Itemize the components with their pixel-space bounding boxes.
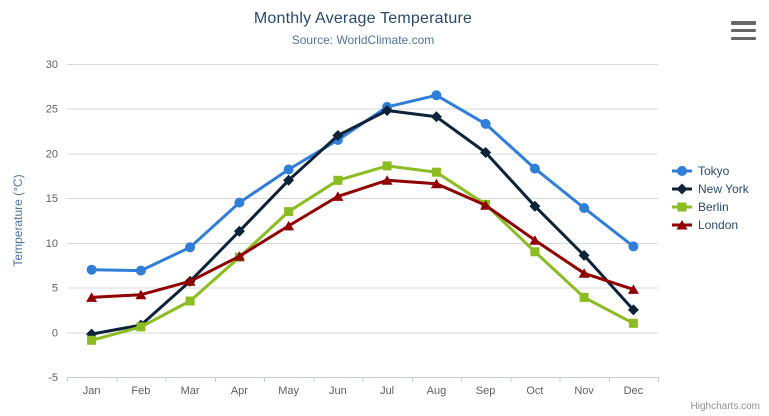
highcharts-credits-link[interactable]: Highcharts.com — [690, 401, 760, 412]
y-axis-label-25: 25 — [46, 104, 58, 116]
y-axis-title: Temperature (°C) — [11, 174, 25, 266]
marker-london-dec[interactable] — [627, 284, 639, 294]
legend-marker-london[interactable] — [676, 220, 688, 230]
chart-title: Monthly Average Temperature — [253, 10, 473, 27]
marker-tokyo-jan[interactable] — [86, 264, 97, 275]
marker-tokyo-apr[interactable] — [234, 197, 245, 208]
marker-new-york-sep[interactable] — [480, 147, 492, 158]
x-axis-label-jul: Jul — [380, 385, 394, 397]
legend-item-tokyo[interactable]: Tokyo — [671, 162, 749, 180]
square-legend-icon — [672, 202, 692, 212]
x-axis-label-may: May — [278, 385, 299, 397]
marker-new-york-nov[interactable] — [578, 249, 590, 261]
marker-tokyo-feb[interactable] — [135, 265, 146, 276]
x-axis-label-oct: Oct — [526, 385, 543, 397]
legend-item-new-york[interactable]: New York — [671, 180, 749, 198]
marker-berlin-oct[interactable] — [530, 247, 540, 257]
legend-label: Tokyo — [698, 164, 730, 178]
marker-tokyo-oct[interactable] — [529, 163, 540, 174]
y-axis-label--5: -5 — [48, 372, 58, 384]
x-axis-label-sep: Sep — [476, 385, 496, 397]
marker-berlin-jan[interactable] — [87, 335, 97, 345]
x-axis-label-dec: Dec — [624, 385, 644, 397]
series-line-london[interactable] — [90, 178, 635, 299]
marker-new-york-oct[interactable] — [529, 200, 541, 212]
marker-tokyo-aug[interactable] — [431, 90, 442, 101]
marker-london-nov[interactable] — [578, 268, 590, 278]
marker-london-aug[interactable] — [430, 178, 442, 189]
marker-london-may[interactable] — [283, 220, 295, 231]
marker-berlin-dec[interactable] — [628, 318, 638, 328]
x-axis-label-apr: Apr — [231, 385, 248, 397]
marker-berlin-feb[interactable] — [136, 322, 146, 332]
marker-london-oct[interactable] — [529, 235, 541, 245]
marker-london-jan[interactable] — [86, 292, 98, 302]
series-line-berlin[interactable] — [90, 164, 635, 342]
marker-new-york-jun[interactable] — [332, 130, 344, 141]
y-axis-label-0: 0 — [52, 327, 58, 339]
marker-berlin-may[interactable] — [284, 207, 294, 217]
legend-marker-new-york[interactable] — [676, 183, 688, 195]
series-line-new-york[interactable] — [90, 109, 635, 336]
chart-subtitle: Source: WorldClimate.com — [291, 33, 435, 47]
marker-berlin-aug[interactable] — [431, 167, 441, 177]
x-axis-label-jun: Jun — [329, 385, 347, 397]
legend-item-london[interactable]: London — [671, 216, 749, 234]
series-london — [86, 175, 639, 302]
marker-london-jun[interactable] — [332, 191, 344, 201]
marker-new-york-apr[interactable] — [233, 225, 245, 237]
marker-london-apr[interactable] — [233, 251, 245, 261]
marker-berlin-nov[interactable] — [579, 292, 589, 302]
series-tokyo — [86, 90, 639, 276]
x-axis-label-feb: Feb — [131, 385, 150, 397]
legend-label: London — [698, 218, 739, 232]
legend: Tokyo New York Berlin London — [671, 162, 749, 234]
diamond-legend-icon — [672, 183, 692, 195]
legend-item-berlin[interactable]: Berlin — [671, 198, 749, 216]
marker-berlin-jul[interactable] — [382, 161, 392, 171]
legend-label: New York — [698, 182, 749, 196]
y-axis-label-30: 30 — [46, 59, 58, 71]
marker-tokyo-may[interactable] — [283, 164, 294, 175]
marker-london-sep[interactable] — [480, 200, 492, 210]
marker-new-york-jul[interactable] — [381, 105, 393, 116]
marker-london-jul[interactable] — [381, 175, 393, 185]
y-axis-label-5: 5 — [52, 283, 58, 295]
marker-new-york-aug[interactable] — [430, 111, 442, 123]
marker-new-york-dec[interactable] — [627, 304, 639, 316]
legend-marker-tokyo[interactable] — [677, 166, 687, 176]
hamburger-icon — [731, 28, 756, 33]
marker-tokyo-sep[interactable] — [480, 118, 491, 129]
marker-berlin-mar[interactable] — [185, 296, 195, 306]
x-axis-label-jan: Jan — [83, 385, 101, 397]
export-menu-button[interactable] — [731, 21, 757, 40]
triangle-legend-icon — [672, 220, 692, 230]
series-new-york — [86, 105, 639, 340]
x-axis-label-aug: Aug — [427, 385, 447, 397]
marker-tokyo-dec[interactable] — [628, 241, 639, 252]
hamburger-icon — [731, 36, 756, 40]
y-axis-label-15: 15 — [46, 193, 58, 205]
hamburger-icon — [731, 21, 756, 25]
marker-new-york-may[interactable] — [283, 174, 295, 186]
y-axis-label-20: 20 — [46, 148, 58, 160]
legend-label: Berlin — [698, 200, 729, 214]
x-axis-label-nov: Nov — [574, 385, 594, 397]
marker-tokyo-nov[interactable] — [579, 203, 590, 213]
marker-london-feb[interactable] — [135, 289, 147, 300]
circle-legend-icon — [672, 166, 692, 176]
x-axis-label-mar: Mar — [181, 385, 200, 397]
y-axis-label-10: 10 — [46, 238, 58, 250]
marker-berlin-jun[interactable] — [333, 175, 343, 185]
marker-london-mar[interactable] — [184, 276, 196, 286]
marker-tokyo-mar[interactable] — [185, 242, 196, 253]
legend-marker-berlin[interactable] — [677, 202, 687, 212]
